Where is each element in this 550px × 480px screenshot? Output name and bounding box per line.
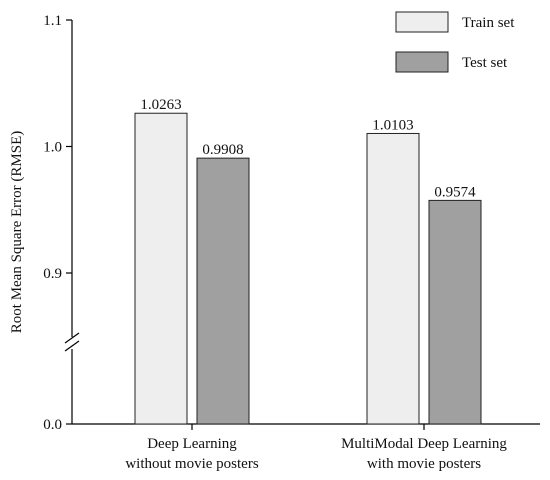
data-label: 1.0263 (140, 97, 181, 113)
bar (366, 132, 420, 425)
legend-swatch (395, 11, 449, 33)
data-label: 0.9908 (202, 142, 243, 158)
legend-swatch (395, 51, 449, 73)
bars: 1.0263 0.9908 1.0103 0.9574 (134, 97, 482, 425)
x-tick-label: without movie posters (125, 456, 258, 472)
bar (196, 157, 250, 425)
y-axis-title: Root Mean Square Error (RMSE) (9, 131, 25, 333)
axis-break-mark (64, 340, 80, 352)
x-tick-label: MultiModal Deep Learning (341, 436, 507, 452)
x-tick-label: with movie posters (367, 456, 481, 472)
legend: Train set Test set (395, 11, 515, 73)
y-tick-label: 0.0 (43, 417, 62, 433)
data-label: 1.0103 (372, 117, 413, 133)
y-tick-label: 1.1 (43, 13, 62, 29)
legend-label: Test set (462, 55, 508, 71)
bar (428, 199, 482, 425)
x-tick-label: Deep Learning (147, 436, 237, 452)
axes: 0.0 0.9 1.0 1.1 Deep Learning without movie p… (43, 13, 540, 472)
y-tick-label: 1.0 (43, 140, 62, 156)
y-tick-label: 0.9 (43, 266, 62, 282)
bar (134, 112, 188, 425)
data-label: 0.9574 (434, 184, 476, 200)
legend-label: Train set (462, 15, 515, 31)
axis-break-mark (64, 332, 80, 344)
